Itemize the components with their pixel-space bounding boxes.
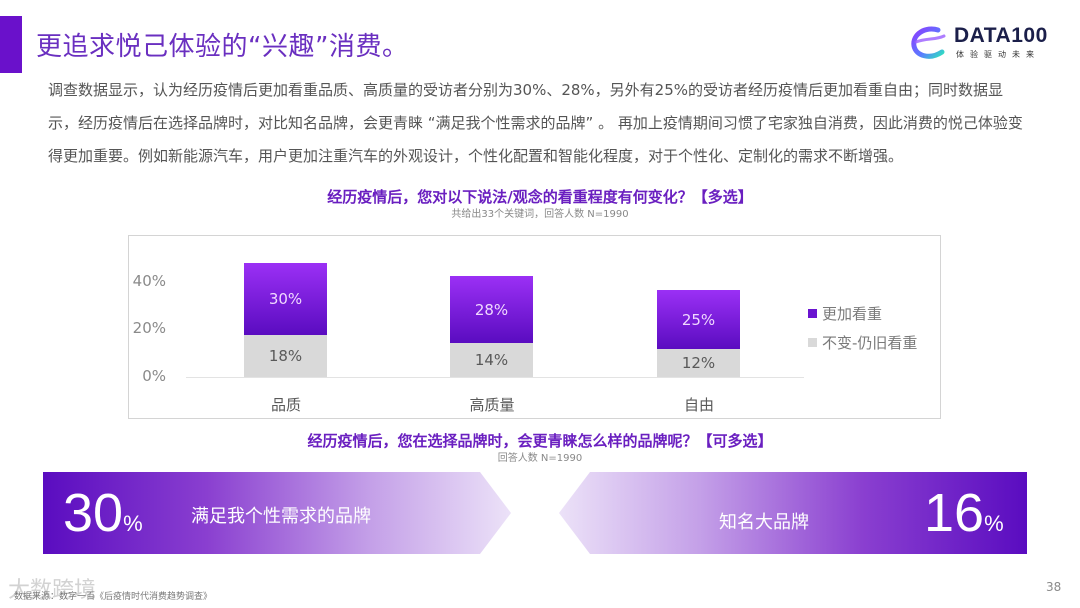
- logo-swirl-icon: [911, 26, 946, 59]
- x-label-quality: 品质: [270, 396, 301, 414]
- bar-quality-same: 18%: [244, 335, 327, 377]
- famous-brand-label: 知名大品牌: [719, 512, 809, 533]
- page-title: 更追求悦己体验的“兴趣”消费。: [36, 32, 409, 62]
- y-tick-40: 40%: [132, 272, 166, 290]
- chart2-title: 经历疫情后，您在选择品牌时，会更青睐怎么样的品牌呢？【可多选】: [307, 432, 773, 450]
- bar-high-quality-more: 28%: [450, 276, 533, 343]
- y-tick-0: 0%: [142, 367, 166, 385]
- famous-brand-percent: 16%: [924, 483, 1004, 543]
- personal-brand-percent: 30%: [63, 483, 143, 543]
- bar-freedom-same: 12%: [657, 349, 740, 377]
- data-source-note: 数据来源：数字一百《后疫情时代消费趋势调查》: [14, 592, 213, 602]
- logo-wordmark: DATA100: [954, 24, 1048, 47]
- page-number: 38: [1046, 580, 1062, 594]
- title-accent-bar: [0, 16, 22, 73]
- watermark: 大数跨境: [8, 578, 97, 603]
- personal-brand-label: 满足我个性需求的品牌: [191, 506, 371, 527]
- brand-logo: DATA100 体验驱动未来: [908, 22, 1058, 66]
- legend-label: 不变-仍旧看重: [822, 334, 918, 352]
- chart2-subtitle: 回答人数 N=1990: [497, 453, 583, 464]
- bar-freedom-more: 25%: [657, 290, 740, 349]
- brand-preference-famous-banner: 知名大品牌 16%: [559, 472, 1027, 554]
- bar-quality-more: 30%: [244, 263, 327, 335]
- y-tick-20: 20%: [132, 319, 166, 337]
- legend-item-more: 更加看重: [808, 303, 882, 324]
- brand-preference-personal-banner: 30% 满足我个性需求的品牌: [43, 472, 511, 554]
- bar-high-quality-same: 14%: [450, 343, 533, 377]
- x-label-high-quality: 高质量: [469, 396, 515, 414]
- legend-swatch-purple-icon: [808, 309, 817, 318]
- x-axis-line: [186, 377, 804, 378]
- intro-paragraph: 调查数据显示，认为经历疫情后更加看重品质、高质量的受访者分别为30%、28%，另…: [48, 81, 1023, 165]
- legend-swatch-gray-icon: [808, 338, 817, 347]
- chart1-title: 经历疫情后，您对以下说法/观念的看重程度有何变化？【多选】: [327, 188, 753, 206]
- logo-tagline: 体验驱动未来: [956, 50, 1040, 59]
- x-label-freedom: 自由: [683, 396, 714, 414]
- legend-item-same: 不变-仍旧看重: [808, 332, 917, 353]
- chart1-subtitle: 共给出33个关键词，回答人数 N=1990: [451, 209, 629, 220]
- legend-label: 更加看重: [822, 305, 883, 323]
